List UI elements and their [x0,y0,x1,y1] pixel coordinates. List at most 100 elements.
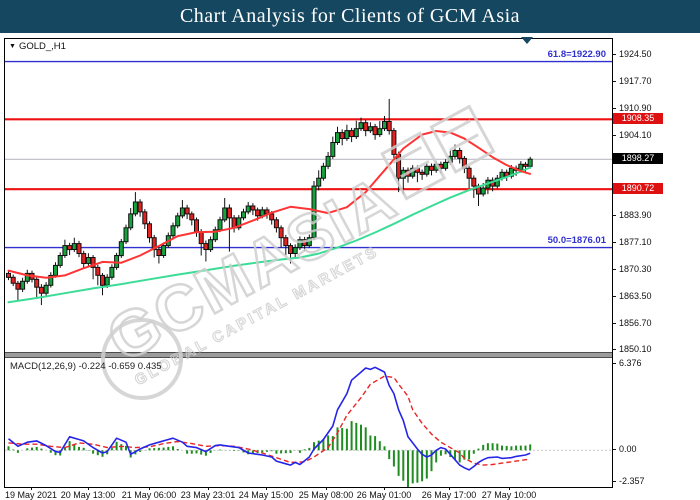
candle-bullish [320,165,326,179]
price-badge-current-price: 1898.27 [613,152,663,164]
candle-bullish [109,266,115,278]
candle-bearish [523,163,528,167]
candle-bearish [466,167,472,179]
candle-bearish [250,205,256,211]
macd-tick-mark [612,362,616,364]
candle-bearish [302,239,308,247]
main-chart-svg [5,60,612,306]
candle-bearish [95,266,101,276]
price-tick-mark [612,214,616,216]
candle-bearish [151,237,157,251]
price-tick-mark [612,80,616,82]
candle-bullish [316,177,322,187]
candle-bearish [76,243,82,255]
title-bar: Chart Analysis for Clients of GCM Asia [0,0,700,33]
candle-bearish [339,132,345,139]
candle-bullish [518,163,524,171]
candle-bullish [377,128,383,136]
panel-divider[interactable] [5,352,612,358]
candle-bearish [137,201,143,213]
candle-bearish [349,130,355,137]
candle-bullish [222,207,228,221]
time-tick-mark [449,487,450,490]
price-tick-mark [612,107,616,109]
candle-bullish [330,142,336,157]
macd-tick-label: -2.357 [619,476,645,487]
time-tick-mark [149,487,150,490]
price-badge-resistance: 1908.35 [613,112,663,124]
candle-bullish [353,128,359,138]
candle-bearish [288,245,293,255]
candle-bearish [269,213,275,221]
candle-bearish [15,282,21,290]
time-tick-label: 26 May 17:00 [421,490,477,500]
candle-bullish [494,177,500,187]
chart-frame: MACD(12,26,9) -0.224 -0.659 0.435 [4,38,613,488]
candle-bearish [273,219,279,229]
candle-bearish [6,272,11,278]
candle-bearish [81,253,87,265]
candle-bullish [480,187,486,195]
candle-bullish [24,272,30,282]
candle-bearish [10,276,16,284]
candle-bullish [57,255,63,266]
candle-bearish [438,163,444,169]
chart-position-marker-icon [521,37,533,44]
price-tick-label: 1924.50 [619,49,652,60]
symbol-text: GOLD_,H1 [18,41,66,52]
candle-bullish [132,201,138,215]
time-tick-mark [509,487,510,490]
time-tick-mark [31,487,32,490]
time-tick-label: 27 May 10:00 [481,490,537,500]
price-tick-label: 1863.50 [619,291,652,302]
candle-bullish [311,185,317,239]
candle-bearish [391,130,397,155]
price-tick-label: 1877.10 [619,237,652,248]
main-chart-panel[interactable] [5,39,612,352]
candle-bullish [236,217,242,229]
candle-bullish [447,155,453,163]
candle-bullish [128,213,134,229]
candle-bearish [283,237,289,247]
time-tick-mark [88,487,89,490]
candle-bullish [358,122,364,130]
candle-bullish [43,284,49,294]
candle-bullish [292,247,298,255]
candle-bullish [335,132,340,143]
candle-bearish [405,169,411,177]
macd-tick-label: 6.376 [619,358,642,369]
candle-bullish [259,209,265,217]
candle-bullish [118,241,124,257]
price-tick-label: 1917.70 [619,76,652,87]
candle-bullish [53,264,58,276]
candle-bullish [245,205,251,213]
candle-bearish [90,257,96,268]
time-tick-label: 25 May 08:00 [298,490,354,500]
price-tick-mark [612,295,616,297]
candle-bearish [194,219,199,233]
candle-bullish [306,237,312,247]
time-tick-label: 19 May 2021 [4,490,58,500]
price-tick-mark [612,348,616,350]
candle-bearish [156,249,162,257]
candle-bullish [62,245,68,257]
candle-bullish [175,215,181,227]
time-tick-mark [326,487,327,490]
price-tick-label: 1870.30 [619,264,652,275]
candle-bullish [344,130,350,139]
candle-bearish [203,243,209,251]
time-axis[interactable]: 19 May 2021 20 May 13:00 21 May 06:00 23 Ma… [0,487,700,500]
price-tick-mark [612,241,616,243]
macd-panel[interactable]: MACD(12,26,9) -0.224 -0.659 0.435 [5,358,612,487]
candle-bullish [212,229,218,241]
symbol-label[interactable]: ▼ GOLD_,H1 [9,41,66,52]
price-badge-support: 1890.72 [613,182,663,194]
symbol-dropdown-icon[interactable]: ▼ [9,43,16,50]
candle-bearish [457,150,463,159]
candle-bearish [38,286,44,294]
candle-bearish [386,121,392,132]
price-axis[interactable]: 1924.50 1917.70 1910.90 1904.10 1883.90 1877.… [612,38,700,488]
macd-indicator-label: MACD(12,26,9) -0.224 -0.659 0.435 [10,361,162,372]
candle-bearish [471,177,477,187]
